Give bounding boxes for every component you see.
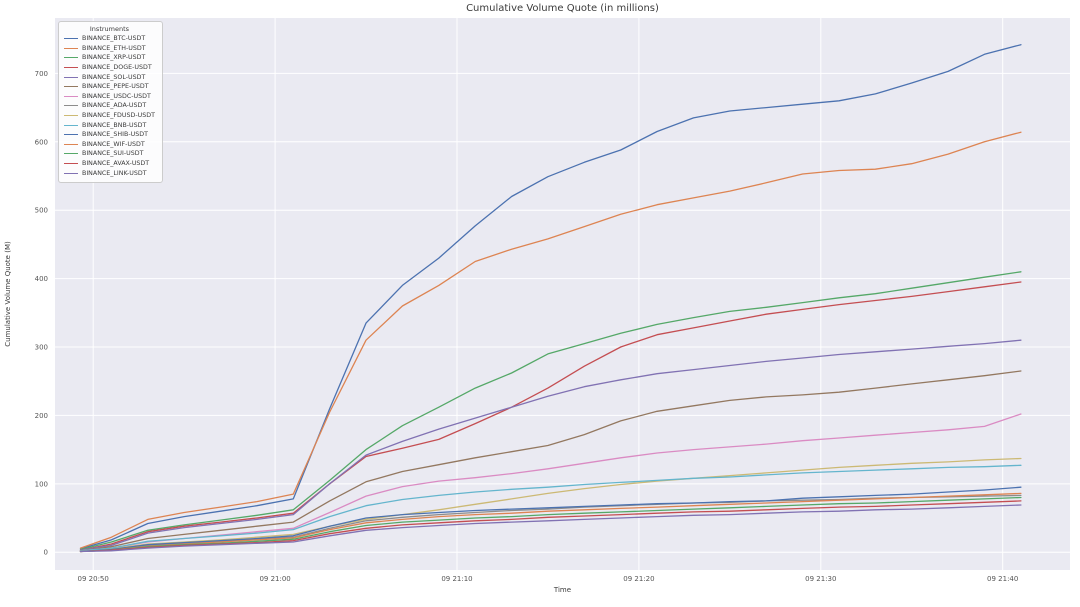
series-line-BINANCE_ETH-USDT [79,131,1022,549]
legend-item-label: BINANCE_FDUSD-USDT [82,112,155,120]
legend-line-swatch [64,153,78,155]
series-line-BINANCE_PEPE-USDT [79,370,1022,552]
x-axis-ticks: 09 20:50 09 21:00 09 21:10 09 21:20 09 21:30… [78,575,1019,583]
legend-item-label: BINANCE_SUI-USDT [82,150,144,158]
legend-item: BINANCE_XRP-USDT [64,53,155,63]
legend-item: BINANCE_SUI-USDT [64,149,155,159]
y-tick-label: 700 [35,70,48,78]
series-line-BINANCE_BTC-USDT [79,44,1022,550]
y-tick-label: 200 [35,412,48,420]
legend-line-swatch [64,115,78,117]
series-line-BINANCE_ADA-USDT [79,494,1022,553]
legend-item-label: BINANCE_DOGE-USDT [82,64,152,72]
series-line-BINANCE_SUI-USDT [79,496,1022,553]
series-line-BINANCE_DOGE-USDT [79,281,1022,551]
legend-items: BINANCE_BTC-USDT BINANCE_ETH-USDT BINANCE_… [64,34,155,178]
legend-item: BINANCE_PEPE-USDT [64,82,155,92]
legend-item-label: BINANCE_BNB-USDT [82,121,147,129]
legend-item-label: BINANCE_AVAX-USDT [82,160,150,168]
y-tick-label: 400 [35,275,48,283]
legend-line-swatch [64,163,78,165]
legend-line-swatch [64,76,78,78]
legend-line-swatch [64,134,78,136]
x-tick-label: 09 20:50 [78,575,109,583]
legend-line-swatch [64,86,78,88]
legend-title: Instruments [89,25,130,33]
legend-item: BINANCE_USDC-USDT [64,92,155,102]
legend: Instruments BINANCE_BTC-USDT BINANCE_ETH-… [58,21,163,183]
y-tick-label: 100 [35,480,48,488]
x-tick-label: 09 21:20 [623,575,654,583]
legend-item: BINANCE_BNB-USDT [64,120,155,130]
y-axis-label: Cumulative Volume Quote (M) [4,241,12,347]
legend-item: BINANCE_FDUSD-USDT [64,111,155,121]
series-line-BINANCE_BNB-USDT [79,464,1022,552]
legend-item: BINANCE_SHIB-USDT [64,130,155,140]
legend-item-label: BINANCE_SHIB-USDT [82,131,148,139]
legend-item-label: BINANCE_BTC-USDT [82,35,146,43]
x-axis-label: Time [553,586,572,594]
series-line-BINANCE_XRP-USDT [79,271,1022,551]
legend-item-label: BINANCE_ADA-USDT [82,102,147,110]
legend-item: BINANCE_DOGE-USDT [64,63,155,73]
legend-line-swatch [64,172,78,174]
series-line-BINANCE_AVAX-USDT [79,500,1022,553]
series-line-BINANCE_USDC-USDT [79,413,1022,552]
y-tick-label: 600 [35,138,48,146]
legend-line-swatch [64,57,78,59]
legend-line-swatch [64,67,78,69]
legend-item: BINANCE_ADA-USDT [64,101,155,111]
legend-item-label: BINANCE_LINK-USDT [82,169,147,177]
chart-title: Cumulative Volume Quote (in millions) [466,3,659,14]
legend-line-swatch [64,105,78,107]
legend-item-label: BINANCE_USDC-USDT [82,92,151,100]
legend-item: BINANCE_AVAX-USDT [64,159,155,169]
legend-line-swatch [64,124,78,126]
series-line-BINANCE_LINK-USDT [79,504,1022,553]
x-tick-label: 09 21:00 [259,575,290,583]
y-axis-ticks: 0 100 200 300 400 500 600 700 [35,70,48,557]
legend-item: BINANCE_BTC-USDT [64,34,155,44]
legend-line-swatch [64,95,78,97]
legend-line-swatch [64,143,78,145]
legend-item: BINANCE_LINK-USDT [64,168,155,178]
legend-item-label: BINANCE_ETH-USDT [82,44,146,52]
legend-item: BINANCE_ETH-USDT [64,44,155,54]
series-line-BINANCE_SOL-USDT [79,339,1022,551]
legend-line-swatch [64,38,78,40]
plot-area [55,18,1070,570]
series-line-BINANCE_SHIB-USDT [79,486,1022,553]
x-tick-label: 09 21:30 [805,575,836,583]
x-tick-label: 09 21:10 [441,575,472,583]
y-tick-label: 500 [35,207,48,215]
y-tick-label: 0 [44,549,48,557]
legend-item-label: BINANCE_SOL-USDT [82,73,146,81]
series-lines [79,44,1022,553]
series-line-BINANCE_FDUSD-USDT [79,457,1022,552]
y-tick-label: 300 [35,344,48,352]
x-tick-label: 09 21:40 [987,575,1018,583]
legend-item: BINANCE_WIF-USDT [64,140,155,150]
series-line-BINANCE_WIF-USDT [79,492,1022,553]
legend-line-swatch [64,47,78,49]
legend-item-label: BINANCE_WIF-USDT [82,140,145,148]
legend-item: BINANCE_SOL-USDT [64,72,155,82]
legend-item-label: BINANCE_PEPE-USDT [82,83,149,91]
legend-item-label: BINANCE_XRP-USDT [82,54,146,62]
